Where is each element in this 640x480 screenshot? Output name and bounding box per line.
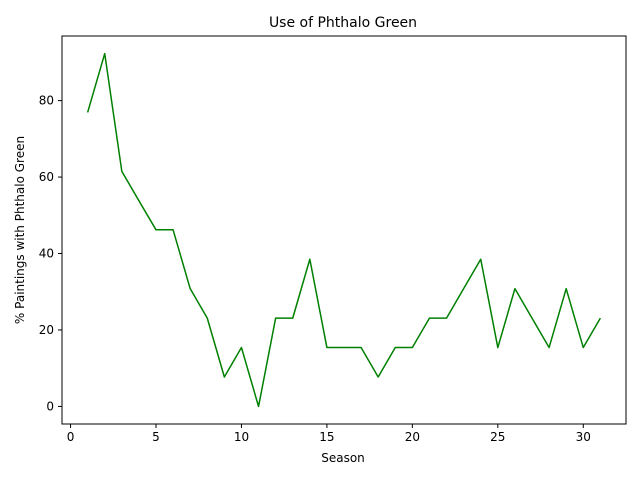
chart-title: Use of Phthalo Green [269,15,417,31]
x-axis: 0 5 10 15 20 25 30 [67,424,591,444]
y-tick-label: 80 [39,94,54,108]
x-tick-label: 0 [67,430,75,444]
y-tick-label: 20 [39,323,54,337]
y-axis: 0 20 40 60 80 [39,94,62,413]
x-tick-label: 30 [576,430,591,444]
x-tick-label: 25 [490,430,505,444]
y-tick-label: 60 [39,170,54,184]
plot-area-frame [61,35,627,425]
series-line [86,52,602,408]
x-tick-label: 20 [405,430,420,444]
x-axis-label: Season [321,451,365,465]
y-axis-label: % Paintings with Phthalo Green [13,136,27,324]
y-tick-label: 40 [39,247,54,261]
y-tick-label: 0 [46,399,54,413]
x-tick-label: 15 [319,430,334,444]
x-tick-label: 5 [152,430,160,444]
x-tick-label: 10 [234,430,249,444]
